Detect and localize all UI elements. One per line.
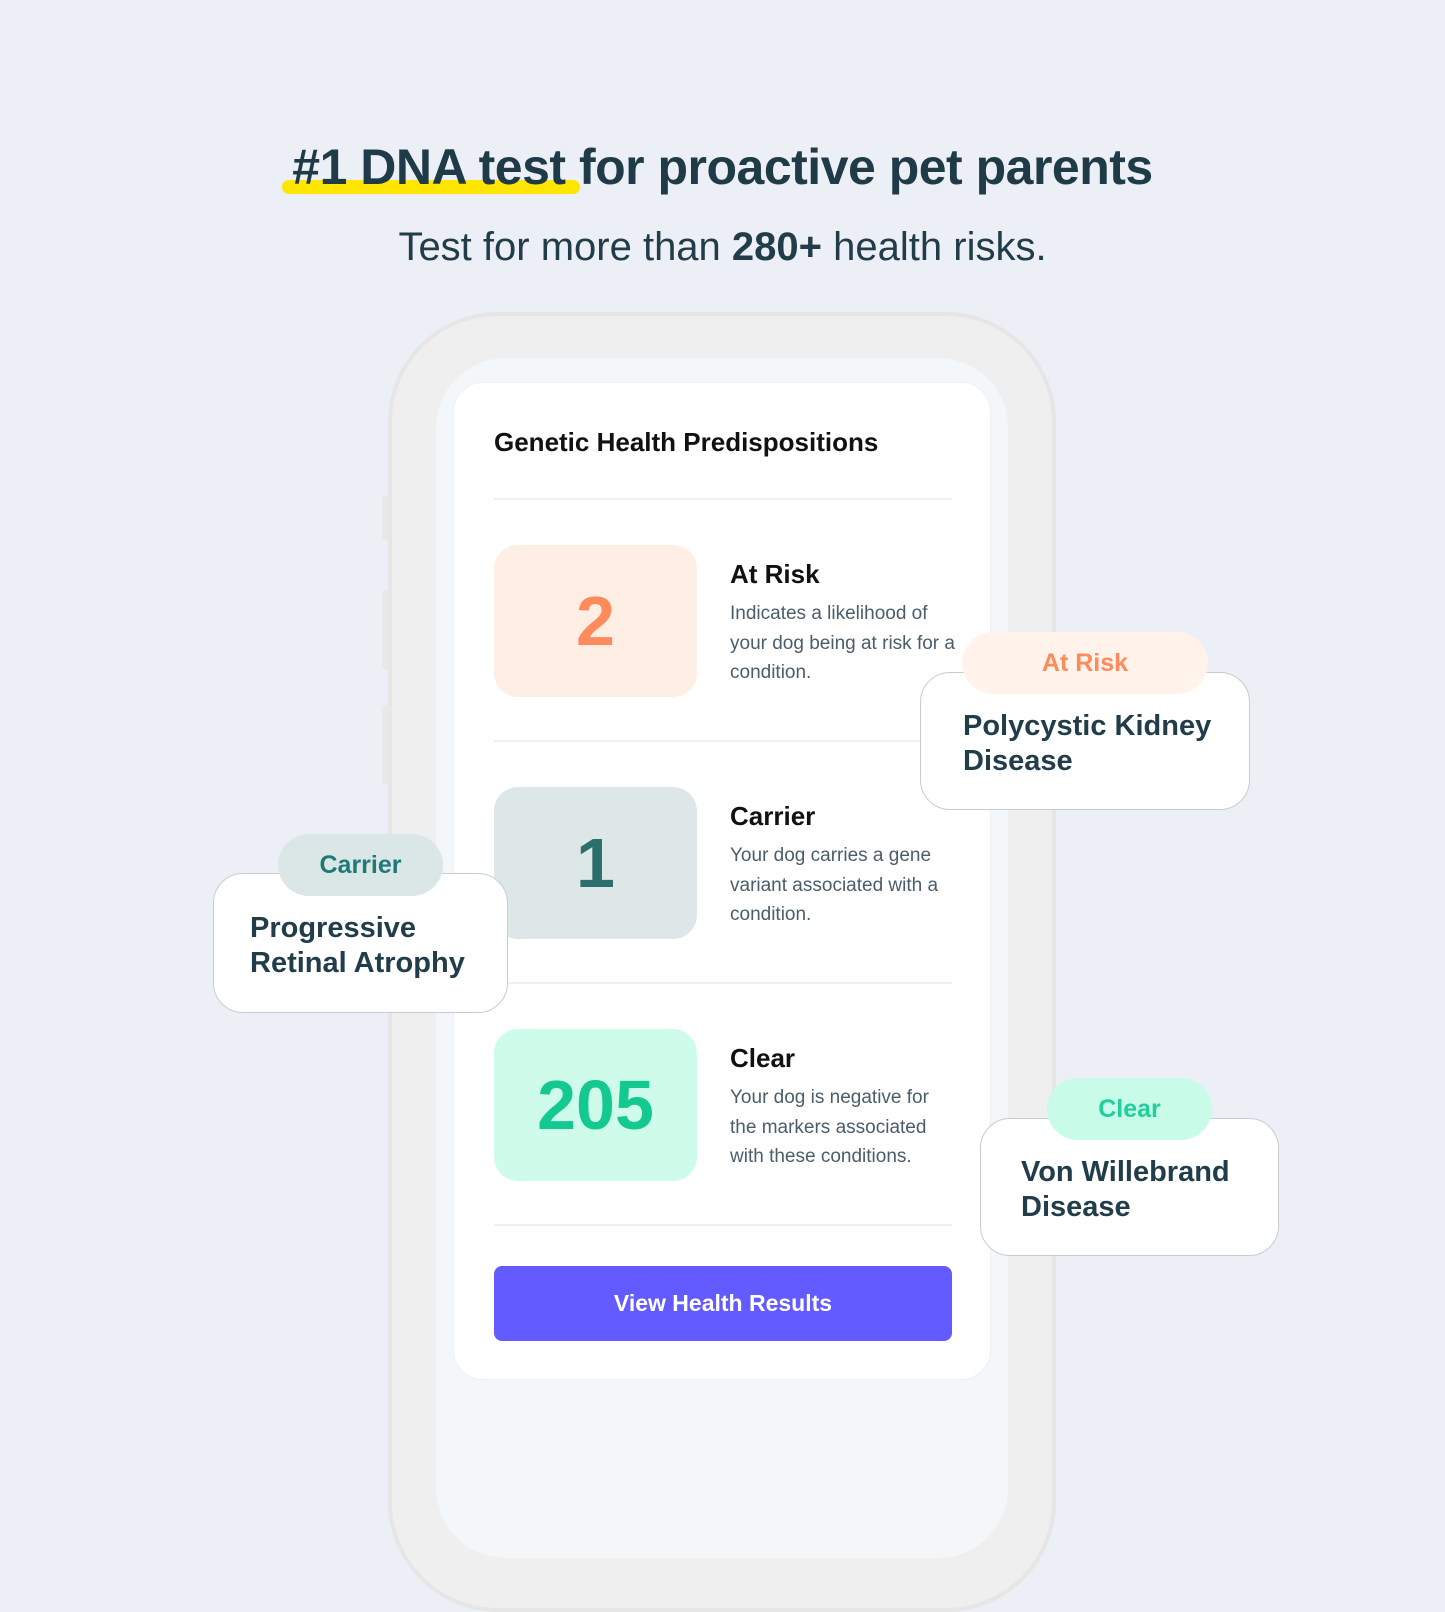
- floating-card-carrier: Progressive Retinal Atrophy: [213, 873, 508, 1013]
- card-title: Genetic Health Predispositions: [494, 427, 879, 457]
- row-description: Indicates a likelihood of your dog being…: [730, 603, 955, 683]
- divider: [494, 740, 952, 742]
- status-badge-at-risk: At Risk: [962, 632, 1208, 694]
- view-health-results-button[interactable]: View Health Results: [494, 1266, 952, 1341]
- condition-name: Polycystic Kidney Disease: [963, 710, 1212, 777]
- headline-rest: for proactive pet parents: [565, 139, 1153, 195]
- phone-side-button: [382, 590, 390, 670]
- condition-name: Von Willebrand Disease: [1021, 1156, 1230, 1223]
- phone-side-button: [382, 705, 390, 785]
- floating-card-clear: Von Willebrand Disease: [980, 1118, 1279, 1256]
- row-description: Your dog carries a gene variant associat…: [730, 845, 939, 925]
- divider: [494, 498, 952, 500]
- divider: [494, 1224, 952, 1226]
- subheadline-pre: Test for more than: [398, 225, 732, 269]
- condition-name: Progressive Retinal Atrophy: [250, 912, 465, 979]
- headline: #1 DNA test for proactive pet parents: [0, 138, 1445, 196]
- subheadline-post: health risks.: [822, 225, 1047, 269]
- row-label: At Risk: [730, 559, 820, 589]
- count-box: 1: [494, 787, 697, 939]
- count-box: 2: [494, 545, 697, 697]
- row-label: Clear: [730, 1043, 796, 1073]
- subheadline: Test for more than 280+ health risks.: [0, 225, 1445, 270]
- health-summary-card: Genetic Health Predispositions 2 At Risk…: [453, 382, 991, 1380]
- status-badge-clear: Clear: [1047, 1078, 1212, 1140]
- headline-highlight: #1 DNA test: [282, 139, 580, 195]
- row-description: Your dog is negative for the markers ass…: [730, 1087, 929, 1167]
- divider: [494, 982, 952, 984]
- phone-side-button: [382, 495, 390, 540]
- row-label: Carrier: [730, 801, 816, 831]
- floating-card-at-risk: Polycystic Kidney Disease: [920, 672, 1250, 810]
- subheadline-bold: 280+: [731, 225, 823, 269]
- count-box: 205: [494, 1029, 697, 1181]
- status-badge-carrier: Carrier: [278, 834, 443, 896]
